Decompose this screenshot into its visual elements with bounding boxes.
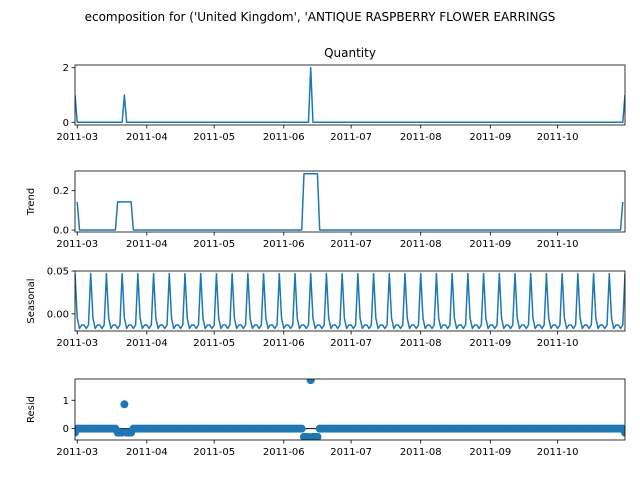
resid-point <box>313 432 322 440</box>
y-tick-label: 1 <box>63 396 69 407</box>
y-axis-label-seasonal: Seasonal <box>26 278 37 323</box>
x-tick-label: 2011-05 <box>193 132 235 143</box>
panel-trend: 0.0 0.2 2011-03 2011-04 2011-05 2011-06 2011-0… <box>26 170 626 250</box>
trend-series-line <box>76 173 624 231</box>
x-tick-label: 2011-07 <box>330 447 372 458</box>
axes-frame-trend <box>74 170 626 233</box>
panel-title-observed: Quantity <box>324 46 376 60</box>
x-tick-label: 2011-03 <box>56 447 98 458</box>
axes-frame-seasonal <box>74 270 626 332</box>
x-tick-label: 2011-08 <box>400 132 442 143</box>
resid-point <box>120 400 129 409</box>
x-tick-label: 2011-05 <box>193 338 235 349</box>
panel-observed: 0 2 2011-03 2011-04 2011-05 2011-06 2011-07 201… <box>56 46 626 143</box>
resid-point <box>297 424 306 433</box>
x-tick-label: 2011-05 <box>193 239 235 250</box>
x-tick-label: 2011-09 <box>469 132 511 143</box>
x-tick-label: 2011-05 <box>193 447 235 458</box>
plot-area-observed <box>75 66 625 124</box>
x-tick-label: 2011-10 <box>537 239 579 250</box>
x-tick-label: 2011-06 <box>263 239 305 250</box>
x-tick-label: 2011-07 <box>330 132 372 143</box>
resid-point <box>306 379 315 385</box>
x-tick-label: 2011-07 <box>330 239 372 250</box>
x-tick-label: 2011-06 <box>263 132 305 143</box>
x-tick-label: 2011-09 <box>469 447 511 458</box>
y-tick-label: 0.0 <box>53 226 69 237</box>
x-tick-label: 2011-03 <box>56 338 98 349</box>
y-tick-label: 0.05 <box>47 267 69 278</box>
x-tick-label: 2011-10 <box>537 338 579 349</box>
y-axis-label-resid: Resid <box>26 396 37 423</box>
x-tick-label: 2011-09 <box>469 338 511 349</box>
x-tick-label: 2011-04 <box>126 132 168 143</box>
seasonal-series-line <box>75 272 625 330</box>
y-tick-label: 0.00 <box>47 309 69 320</box>
plot-area-trend <box>76 173 624 231</box>
x-tick-label: 2011-04 <box>126 338 168 349</box>
y-axis-label-trend: Trend <box>26 188 37 216</box>
y-tick-label: 2 <box>63 63 69 74</box>
panel-seasonal: 0.00 0.05 2011-03 2011-04 2011-05 2011-06 2011… <box>26 267 626 349</box>
y-tick-label: 0 <box>63 424 69 435</box>
x-tick-label: 2011-07 <box>330 338 372 349</box>
observed-series-line <box>75 66 625 124</box>
x-tick-label: 2011-03 <box>56 239 98 250</box>
plot-area-resid <box>75 379 625 440</box>
axes-frame-observed <box>74 64 626 126</box>
x-tick-label: 2011-09 <box>469 239 511 250</box>
axes-frame-resid <box>74 378 626 441</box>
resid-point <box>621 428 625 437</box>
x-tick-label: 2011-10 <box>537 132 579 143</box>
x-tick-label: 2011-08 <box>400 338 442 349</box>
x-tick-label: 2011-03 <box>56 132 98 143</box>
x-tick-label: 2011-04 <box>126 239 168 250</box>
y-tick-label: 0 <box>63 118 69 129</box>
x-tick-label: 2011-06 <box>263 338 305 349</box>
figure-suptitle: ecomposition for ('United Kingdom', 'ANT… <box>85 10 556 24</box>
panel-resid: 0 1 2011-03 2011-04 2011-05 2011-06 2011-07 201… <box>26 378 626 458</box>
panels: 0 2 2011-03 2011-04 2011-05 2011-06 2011-07 201… <box>26 46 626 458</box>
x-tick-label: 2011-04 <box>126 447 168 458</box>
x-tick-label: 2011-06 <box>263 447 305 458</box>
x-tick-label: 2011-10 <box>537 447 579 458</box>
y-tick-label: 0.2 <box>53 186 69 197</box>
plot-area-seasonal <box>75 272 625 330</box>
x-tick-label: 2011-08 <box>400 239 442 250</box>
x-tick-label: 2011-08 <box>400 447 442 458</box>
